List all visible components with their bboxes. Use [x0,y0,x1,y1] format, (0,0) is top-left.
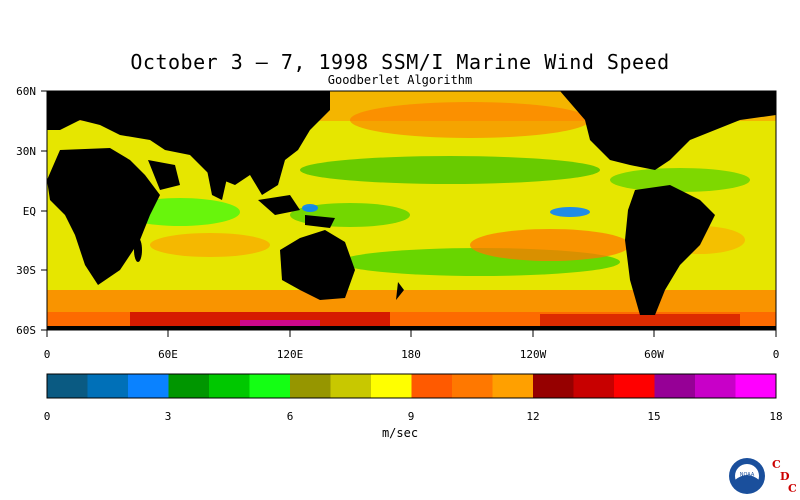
noaa-text: NOAA [740,472,755,478]
lat-label-30n: 30N [16,145,36,158]
logo-letter-c1: C [772,458,781,471]
legend-swatch [209,374,250,398]
lon-label-120e: 120E [277,348,304,361]
legend-swatch [735,374,777,398]
map-subtitle: Goodberlet Algorithm [327,73,473,87]
legend-label-0: 0 [44,410,51,423]
legend-swatch [654,374,696,398]
legend-swatch [128,374,169,398]
legend-swatch [614,374,655,398]
lat-label-eq: EQ [23,205,36,218]
legend-swatch [371,374,412,398]
legend-label-15: 15 [647,410,660,423]
legend-swatch [330,374,372,398]
logo-letter-c2: C [788,482,796,495]
legend-label-18: 18 [769,410,782,423]
legend-swatch [47,374,88,398]
legend-swatch [695,374,736,398]
noaa-cdc-logo: NOAA C D C [729,458,796,495]
legend-swatch [452,374,493,398]
lon-label-120w: 120W [520,348,547,361]
legend-frame [46,373,777,399]
longitude-axis: 0 60E 120E 180 120W 60W 0 [44,330,780,361]
lon-label-0: 0 [44,348,51,361]
logo-letter-d: D [780,470,790,483]
legend-swatch [168,374,210,398]
lon-label-180: 180 [401,348,421,361]
lon-label-60e: 60E [158,348,178,361]
legend-swatch [249,374,291,398]
legend-swatch [411,374,453,398]
lon-label-60w: 60W [644,348,664,361]
legend-label-6: 6 [287,410,294,423]
lat-label-30s: 30S [16,264,36,277]
land-masses [47,91,776,330]
legend-units: m/sec [381,426,419,440]
legend-swatch [87,374,129,398]
legend-swatch [533,374,574,398]
color-legend-bar [47,374,777,398]
lon-label-0-east: 0 [773,348,780,361]
lat-label-60s: 60S [16,324,36,337]
map-title: October 3 – 7, 1998 SSM/I Marine Wind Sp… [130,50,670,74]
legend-swatch [573,374,615,398]
lat-label-60n: 60N [16,85,36,98]
legend-label-9: 9 [408,410,415,423]
legend-swatch [290,374,331,398]
legend-label-12: 12 [526,410,539,423]
latitude-axis: 60N 30N EQ 30S 60S [16,85,47,337]
legend-axis: 0 3 6 9 12 15 18 [44,410,783,423]
legend-label-3: 3 [165,410,172,423]
legend-swatch [492,374,534,398]
